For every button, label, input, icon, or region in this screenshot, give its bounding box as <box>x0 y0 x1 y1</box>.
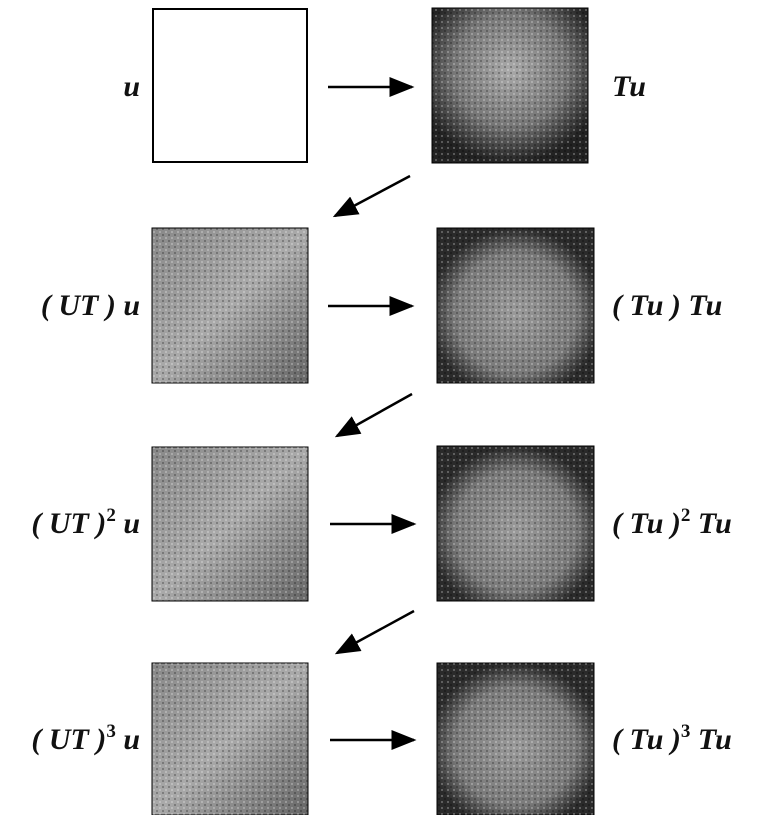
exponent: 2 <box>681 505 691 526</box>
arrows <box>328 87 414 740</box>
image-texture <box>437 663 594 815</box>
left-label: ( UT )2 u <box>31 506 140 542</box>
figure: uTu( UT ) u( Tu ) Tu( UT )2 u( Tu )2 Tu(… <box>0 0 762 815</box>
arrow <box>335 176 410 216</box>
right-label: ( Tu )3 Tu <box>612 722 732 758</box>
image-texture <box>432 8 588 163</box>
diagram <box>0 0 762 815</box>
right-label: ( Tu ) Tu <box>612 288 722 324</box>
exponent: 3 <box>106 721 116 742</box>
label-text: ( Tu ) Tu <box>612 289 722 322</box>
right-label: Tu <box>612 69 646 105</box>
images <box>152 8 594 815</box>
image-texture <box>152 663 308 815</box>
exponent: 2 <box>106 505 116 526</box>
image-texture <box>437 446 594 601</box>
label-text: Tu <box>690 723 731 756</box>
right-label: ( Tu )2 Tu <box>612 506 732 542</box>
image-texture <box>152 447 308 601</box>
image-texture <box>437 228 594 383</box>
left-label: ( UT ) u <box>41 288 140 324</box>
arrow <box>337 611 414 653</box>
label-text: u <box>123 70 140 103</box>
left-label: ( UT )3 u <box>31 722 140 758</box>
label-text: Tu <box>690 507 731 540</box>
left-label: u <box>123 69 140 105</box>
label-text: u <box>116 723 140 756</box>
label-text: ( UT ) <box>31 507 106 540</box>
label-text: u <box>116 507 140 540</box>
label-text: ( UT ) u <box>41 289 140 322</box>
label-text: ( UT ) <box>31 723 106 756</box>
exponent: 3 <box>681 721 691 742</box>
image-texture <box>152 228 308 383</box>
label-text: ( Tu ) <box>612 723 681 756</box>
image-blank <box>153 9 307 162</box>
arrow <box>337 394 412 436</box>
label-text: ( Tu ) <box>612 507 681 540</box>
label-text: Tu <box>612 70 646 103</box>
